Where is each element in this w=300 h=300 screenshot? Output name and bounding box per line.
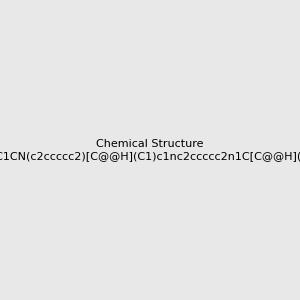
Text: Chemical Structure
O=C1CN(c2ccccc2)[C@@H](C1)c1nc2ccccc2n1C[C@@H](O)C: Chemical Structure O=C1CN(c2ccccc2)[C@@H… [0, 139, 300, 161]
